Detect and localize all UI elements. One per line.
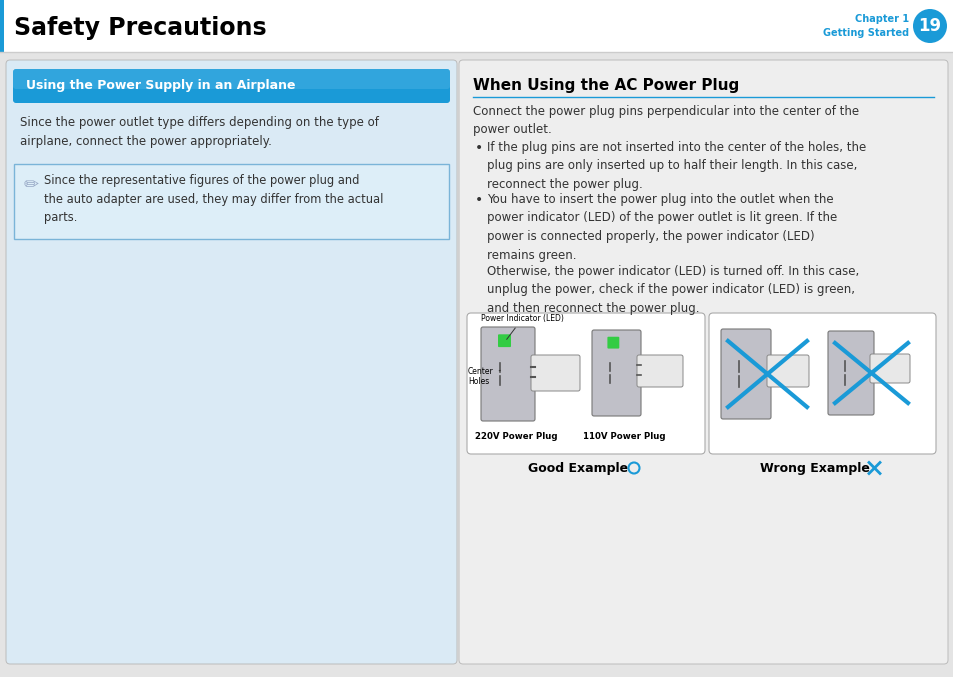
FancyBboxPatch shape [480,327,535,421]
FancyBboxPatch shape [720,329,770,419]
FancyBboxPatch shape [14,164,449,239]
FancyBboxPatch shape [531,355,579,391]
Text: •: • [475,141,483,155]
Text: Wrong Example: Wrong Example [759,462,868,475]
FancyBboxPatch shape [0,0,4,52]
FancyBboxPatch shape [497,334,511,347]
Text: Since the representative figures of the power plug and
the auto adapter are used: Since the representative figures of the … [44,174,383,224]
FancyBboxPatch shape [708,313,935,454]
Text: •: • [475,193,483,207]
FancyBboxPatch shape [827,331,873,415]
Text: ✏: ✏ [24,176,39,194]
Text: Since the power outlet type differs depending on the type of
airplane, connect t: Since the power outlet type differs depe… [20,116,378,148]
FancyBboxPatch shape [6,60,456,664]
FancyBboxPatch shape [0,0,953,52]
FancyBboxPatch shape [467,313,704,454]
FancyBboxPatch shape [637,355,682,387]
FancyBboxPatch shape [592,330,640,416]
Text: Getting Started: Getting Started [822,28,908,38]
Text: Chapter 1: Chapter 1 [854,14,908,24]
FancyBboxPatch shape [458,60,947,664]
FancyBboxPatch shape [766,355,808,387]
Text: Good Example: Good Example [527,462,627,475]
Text: Otherwise, the power indicator (LED) is turned off. In this case,
unplug the pow: Otherwise, the power indicator (LED) is … [486,265,859,315]
Text: When Using the AC Power Plug: When Using the AC Power Plug [473,78,739,93]
Circle shape [912,9,946,43]
Text: 220V Power Plug: 220V Power Plug [475,432,557,441]
Text: Connect the power plug pins perpendicular into the center of the
power outlet.: Connect the power plug pins perpendicula… [473,105,859,137]
FancyBboxPatch shape [13,69,450,89]
Text: If the plug pins are not inserted into the center of the holes, the
plug pins ar: If the plug pins are not inserted into t… [486,141,865,191]
FancyBboxPatch shape [869,354,909,383]
Text: Power Indicator (LED): Power Indicator (LED) [480,314,563,339]
FancyBboxPatch shape [607,336,618,349]
Text: You have to insert the power plug into the outlet when the
power indicator (LED): You have to insert the power plug into t… [486,193,837,261]
Text: Safety Precautions: Safety Precautions [14,16,266,40]
Text: Center
Holes: Center Holes [468,367,499,387]
Text: Using the Power Supply in an Airplane: Using the Power Supply in an Airplane [26,79,295,93]
FancyBboxPatch shape [13,69,450,103]
Text: 110V Power Plug: 110V Power Plug [582,432,665,441]
Text: 19: 19 [918,17,941,35]
